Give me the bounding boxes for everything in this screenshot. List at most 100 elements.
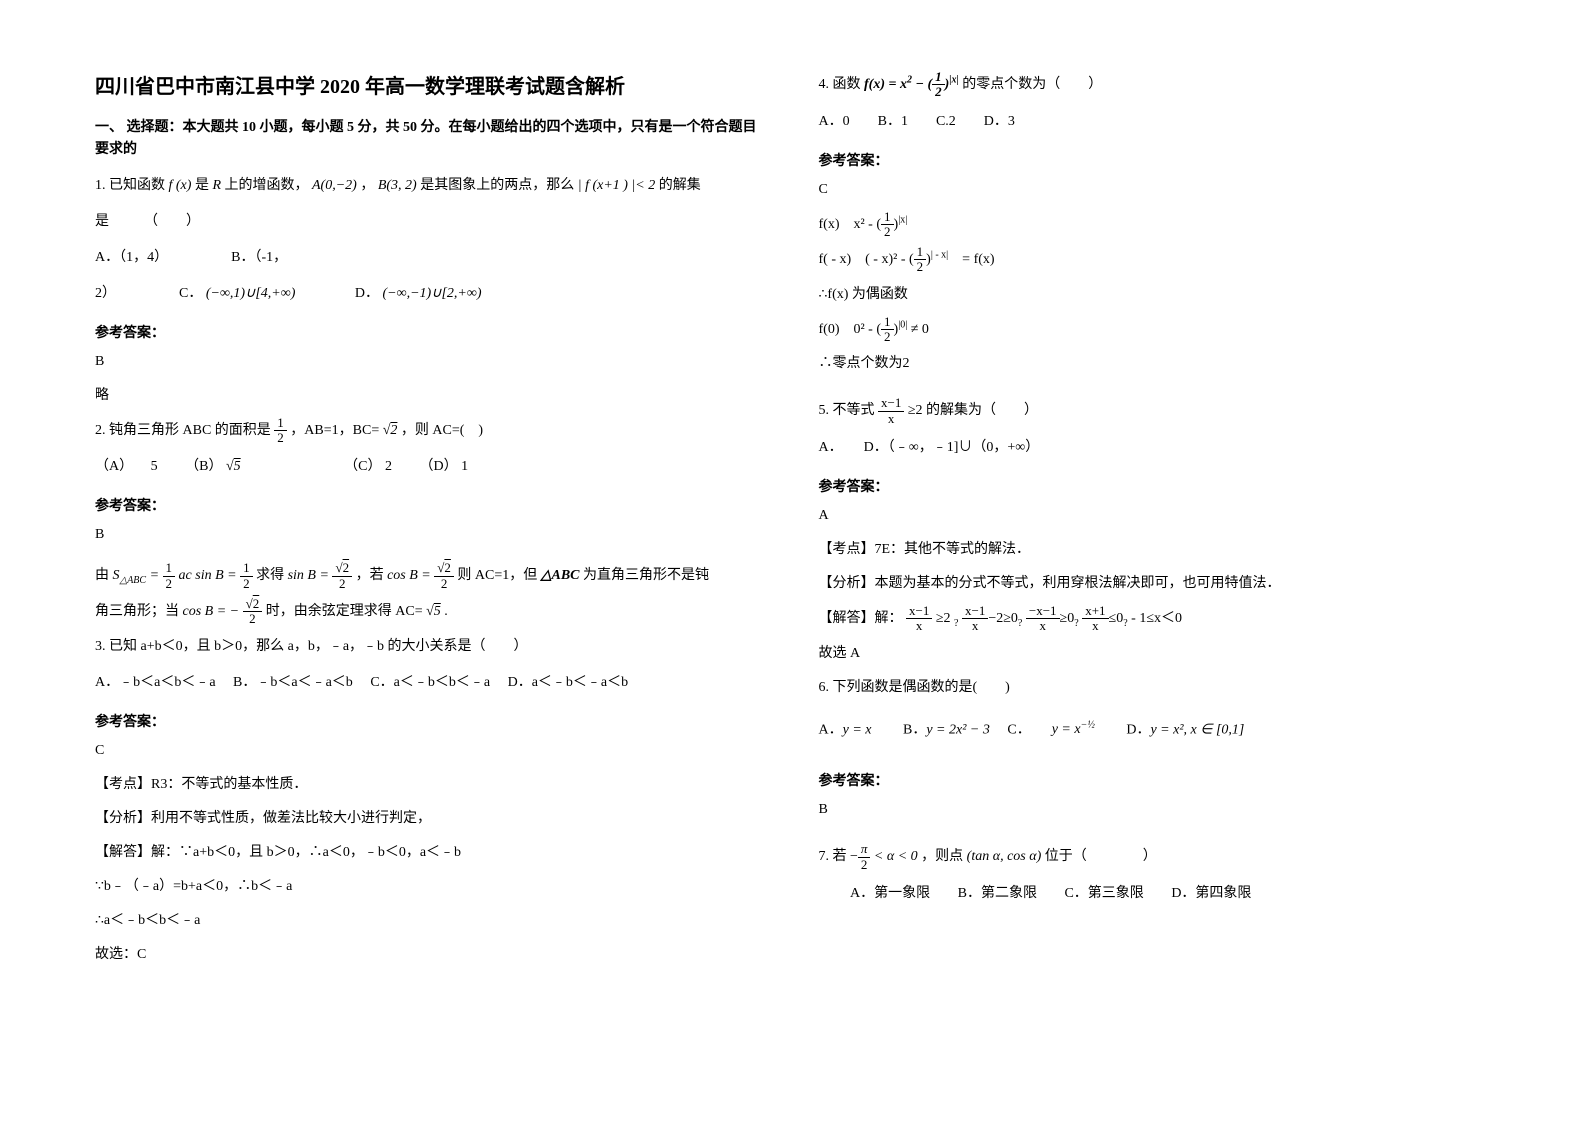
right-column: 4. 函数 f(x) = x2 − (12)|x| 的零点个数为（ ） A．0 … [819, 70, 1493, 1052]
q6-C: y = x−½ [1052, 722, 1095, 737]
q7-optD: D．第四象限 [1171, 886, 1251, 901]
ans3-label: 参考答案： [95, 711, 769, 731]
q7-den: 2 [858, 858, 871, 872]
a5-jd-pre: 【解答】解： [819, 611, 903, 626]
q1-end: 的解集 [659, 178, 701, 193]
q1-R: R [212, 178, 221, 193]
a2-half1: 12 [163, 561, 176, 591]
a5-op1: ≥2 [932, 611, 954, 626]
q2-optA: （A） 5 [95, 453, 158, 481]
q7-optC: C．第三象限 [1064, 880, 1143, 908]
q6-Cpre: C． [1007, 722, 1023, 737]
q7-opts: A．第一象限 B．第二象限 C．第三象限 D．第四象限 [819, 880, 1493, 908]
q7-neg: − [850, 849, 858, 864]
a2-s2o2-3: √22 [243, 597, 263, 627]
question-7: 7. 若 −π2 < α < 0 ，则点 (tan α, cos α) 位于（ … [819, 842, 1493, 872]
a2-sqrt5: √5 [426, 604, 441, 619]
ans5-label: 参考答案： [819, 476, 1493, 496]
a2-cosB: cos B = [387, 568, 434, 583]
ans2-val: B [95, 521, 769, 549]
ans5-end: 故选 A [819, 640, 1493, 668]
a2-qiude: 求得 [256, 568, 284, 583]
ans4-l3: ∴f(x) 为偶函数 [819, 281, 1493, 309]
a4-l2-exp: | - x| [931, 250, 948, 261]
ans3-fx: 【分析】利用不等式性质，做差法比较大小进行判定， [95, 805, 769, 833]
q5-prefix: 5. 不等式 [819, 403, 879, 418]
q6-Bpre: B． [903, 722, 926, 737]
a5-f2: x−1x [962, 604, 988, 634]
q2-mid2: ，则 AC=( ) [401, 423, 483, 438]
a4-l1-half: 12 [881, 210, 894, 240]
a5-arr3: ? [1074, 618, 1078, 629]
q6-Apre: A． [819, 722, 843, 737]
a4-l2-half: 12 [914, 245, 927, 275]
a5-f3: −x−1x [1026, 604, 1060, 634]
question-1: 1. 已知函数 f (x) 是 R 上的增函数， A(0,−2) ， B(3, … [95, 172, 769, 200]
q1-comma: ， [360, 178, 374, 193]
q3-opts: A．﹣b＜a＜b＜﹣a B．﹣b＜a＜﹣a＜b C．a＜﹣b＜b＜﹣a D．a＜… [95, 669, 769, 697]
q1-abs: | f (x+1 ) |< 2 [578, 178, 656, 193]
q3-optB: B．﹣b＜a＜﹣a＜b [233, 675, 353, 690]
q5-den: x [878, 412, 904, 426]
ans4-l2: f( - x) ( - x)² - (12)| - x| = f(x) [819, 245, 1493, 275]
ans3-kd: 【考点】R3：不等式的基本性质． [95, 771, 769, 799]
ans3-jd3: ∴a＜﹣b＜b＜﹣a [95, 907, 769, 935]
a5-op2: −2≥0 [988, 611, 1018, 626]
a2-ABC: △ABC [541, 568, 580, 583]
a4-l2a: f( - x) ( - x)² - ( [819, 252, 914, 267]
q1-opt2-mid: D． [299, 286, 379, 301]
q3-optD: D．a＜﹣b＜﹣a＜b [508, 675, 629, 690]
ans3-jd2: ∵b﹣（﹣a）=b+a＜0，∴b＜﹣a [95, 873, 769, 901]
a5-op3: ≥0 [1060, 611, 1075, 626]
q1-B: B(3, 2) [378, 178, 417, 193]
q5-num: x−1 [878, 396, 904, 411]
a5-arr2: ? [1018, 618, 1022, 629]
a2-s2o2-1: √22 [332, 561, 352, 591]
q2-prefix: 2. 钝角三角形 ABC 的面积是 [95, 423, 271, 438]
a5-op4: ≤0 [1109, 611, 1124, 626]
a5-arr4: ? [1123, 618, 1127, 629]
a2-acsinB: ac sin B = [179, 568, 241, 583]
question-2: 2. 钝角三角形 ABC 的面积是 12 ，AB=1，BC= √2 ，则 AC=… [95, 416, 769, 446]
a5-f1: x−1x [906, 604, 932, 634]
a4-l2c: = f(x) [948, 252, 994, 267]
q7-frac: π2 [858, 842, 871, 872]
a4-l1-exp: |x| [898, 214, 907, 225]
q1-line2: 是 （ ） [95, 208, 769, 236]
q2-optB-val: √5 [226, 459, 241, 474]
q7-suffix: 位于（ ） [1045, 849, 1157, 864]
a2-s2o2-2: √22 [434, 561, 454, 591]
ans4-label: 参考答案： [819, 150, 1493, 170]
ans4-l5: ∴零点个数为2 [819, 350, 1493, 378]
q7-mid2: ，则点 [921, 849, 963, 864]
q7-mid: < α < 0 [874, 849, 918, 864]
ans5-val: A [819, 502, 1493, 530]
ans3-val: C [95, 737, 769, 765]
q7-num: π [858, 842, 871, 857]
a2-sinB: sin B = [288, 568, 333, 583]
question-5: 5. 不等式 x−1x ≥2 的解集为（ ） [819, 396, 1493, 426]
section-heading: 一、 选择题：本大题共 10 小题，每小题 5 分，共 50 分。在每小题给出的… [95, 117, 769, 162]
a4-l4a: f(0) 0² - ( [819, 322, 882, 337]
q5-frac: x−1x [878, 396, 904, 426]
ans4-l1: f(x) x² - (12)|x| [819, 210, 1493, 240]
q4-opts: A．0 B．1 C.2 D．3 [819, 108, 1493, 136]
q7-optB: B．第二象限 [958, 880, 1037, 908]
q5-opts: A． D．（﹣∞，﹣1]∪（0，+∞） [819, 434, 1493, 462]
q7-pt: (tan α, cos α) [967, 849, 1042, 864]
left-column: 四川省巴中市南江县中学 2020 年高一数学理联考试题含解析 一、 选择题：本大… [95, 70, 769, 1052]
q2-sqrt2: √2 [383, 423, 398, 438]
q6-opts: A．y = x B．y = 2x² − 3 C． y = x−½ D．y = x… [819, 716, 1493, 745]
q3-optC: C．a＜﹣b＜b＜﹣a [370, 675, 490, 690]
q5-suffix: ≥2 的解集为（ ） [908, 403, 1038, 418]
q1-text: 1. 已知函数 [95, 178, 165, 193]
a2-l2-prefix: 角三角形；当 [95, 604, 179, 619]
ans5-kd: 【考点】7E：其他不等式的解法． [819, 536, 1493, 564]
a5-arr1: ? [954, 618, 958, 629]
a2-by: 由 [95, 568, 109, 583]
a2-l2-mid: 时，由余弦定理求得 AC= [266, 604, 423, 619]
question-6: 6. 下列函数是偶函数的是( ) [819, 674, 1493, 702]
a2-S: S△ABC = [113, 568, 163, 583]
q1-optD: (−∞,−1)∪[2,+∞) [383, 286, 482, 301]
a2-ruo: ，若 [356, 568, 384, 583]
